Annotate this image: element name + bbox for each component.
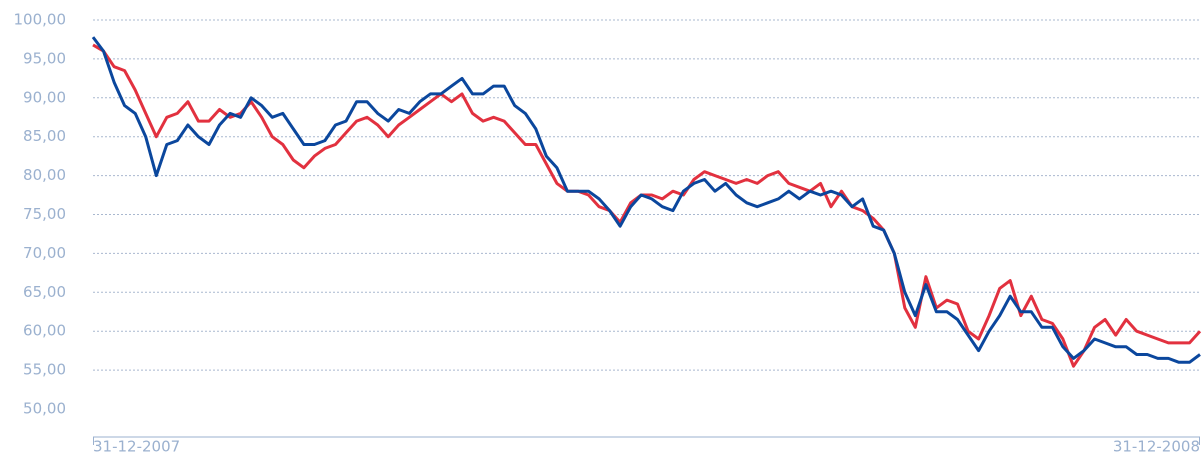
y-tick-label: 70,00 xyxy=(23,244,66,262)
y-tick-label: 95,00 xyxy=(23,49,66,67)
y-tick-label: 50,00 xyxy=(23,400,66,418)
series-line xyxy=(91,36,1201,364)
y-tick-label: 60,00 xyxy=(23,322,66,340)
y-tick-label: 80,00 xyxy=(23,166,66,184)
y-tick-label: 90,00 xyxy=(23,88,66,106)
y-tick-label: 55,00 xyxy=(23,361,66,379)
x-tick-label: 31-12-2007 xyxy=(93,438,180,456)
series-line xyxy=(92,43,1202,368)
y-tick-label: 100,00 xyxy=(14,11,67,29)
x-tick-label: 31-12-2008 xyxy=(1113,438,1200,456)
y-tick-label: 75,00 xyxy=(23,205,66,223)
y-tick-label: 65,00 xyxy=(23,283,66,301)
y-tick-label: 85,00 xyxy=(23,127,66,145)
